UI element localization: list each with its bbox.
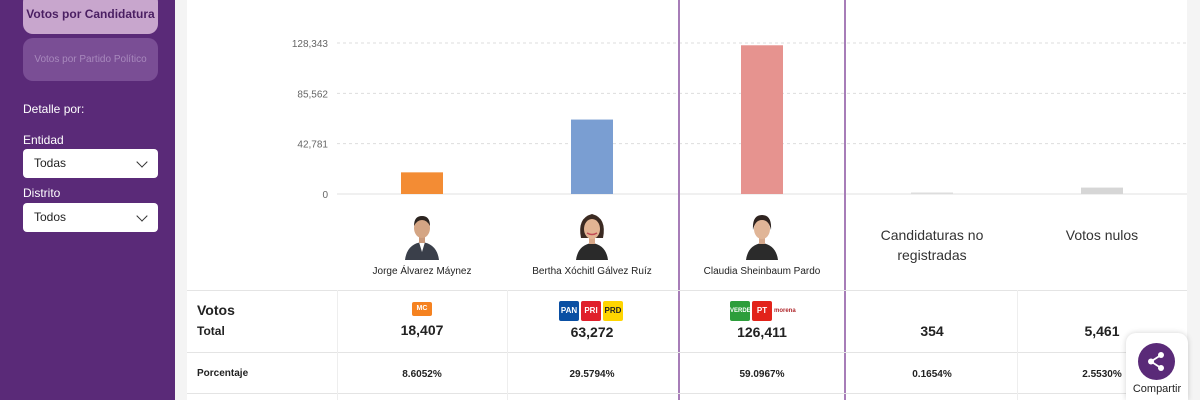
entity-label: Entidad: [23, 133, 64, 147]
votes-bar-chart: 0 42,781 85,562 128,343: [292, 39, 1187, 201]
detail-label: Detalle por:: [23, 102, 85, 116]
sidebar: Votos por Candidatura Votos por Partido …: [0, 0, 175, 400]
coalition-party-logos: VERDE PT morena: [730, 301, 796, 321]
divider: [1017, 290, 1018, 400]
pri-logo: PRI: [581, 301, 601, 321]
entity-select-value: Todas: [34, 156, 67, 170]
alliance-party-logos: PAN PRI PRD: [559, 301, 623, 321]
pan-logo: PAN: [559, 301, 579, 321]
district-select-value: Todos: [34, 210, 67, 224]
vote-percentage: 59.0967%: [739, 369, 785, 380]
mc-party-logo: MC: [412, 302, 432, 322]
vote-percentage: 0.1654%: [912, 369, 952, 380]
y-tick-label: 85,562: [297, 89, 328, 100]
bar[interactable]: [911, 192, 953, 195]
morena-logo: morena: [774, 301, 796, 321]
share-label: Compartir: [1132, 383, 1182, 395]
y-tick-label: 42,781: [297, 140, 328, 151]
results-panel: 0 42,781 85,562 128,343 Jorge Álvarez Máyne…: [187, 0, 1187, 400]
label-line: Candidaturas no: [880, 227, 984, 243]
unregistered-candidacies-label: Candidaturas no registradas: [847, 225, 1017, 265]
candidate-photo: [746, 215, 778, 260]
mc-logo: MC: [412, 302, 432, 316]
candidate-name: Claudia Sheinbaum Pardo: [703, 266, 821, 277]
candidate-name: Jorge Álvarez Máynez: [372, 266, 472, 277]
share-button[interactable]: Compartir: [1126, 333, 1188, 400]
total-row-label: Total: [197, 324, 225, 338]
label-line: registradas: [897, 247, 967, 263]
votes-row-label: Votos: [197, 302, 235, 318]
bar[interactable]: [401, 172, 443, 194]
bar[interactable]: [1081, 187, 1123, 194]
district-label: Distrito: [23, 186, 61, 200]
votes-by-candidacy-button[interactable]: Votos por Candidatura: [23, 0, 158, 34]
vote-total: 126,411: [737, 324, 787, 340]
bar[interactable]: [741, 45, 783, 194]
vote-total: 18,407: [400, 322, 444, 338]
vote-total: 63,272: [570, 324, 614, 340]
y-tick-label: 0: [322, 190, 328, 201]
divider: [187, 352, 1187, 353]
vote-percentage: 29.5794%: [569, 369, 615, 380]
district-select[interactable]: Todos: [23, 203, 158, 232]
vote-total: 5,461: [1084, 323, 1120, 339]
candidate-name: Bertha Xóchitl Gálvez Ruíz: [532, 266, 652, 277]
null-votes-label: Votos nulos: [1065, 227, 1139, 243]
chevron-down-icon: [136, 156, 148, 168]
divider: [187, 290, 1187, 291]
candidate-photo: [405, 216, 439, 260]
divider: [337, 290, 338, 400]
votes-by-party-button[interactable]: Votos por Partido Político: [23, 38, 158, 81]
vote-percentage: 2.5530%: [1082, 369, 1122, 380]
entity-select[interactable]: Todas: [23, 149, 158, 178]
percentage-row-label: Porcentaje: [197, 368, 249, 379]
prd-logo: PRD: [603, 301, 623, 321]
y-tick-label: 128,343: [292, 39, 329, 50]
chevron-down-icon: [136, 210, 148, 222]
divider: [187, 393, 1187, 394]
vote-total: 354: [920, 323, 944, 339]
bar[interactable]: [571, 119, 613, 194]
vote-percentage: 8.6052%: [402, 369, 442, 380]
divider: [507, 290, 508, 400]
pt-logo: PT: [752, 301, 772, 321]
candidate-photo: [576, 214, 608, 260]
verde-logo: VERDE: [730, 301, 751, 321]
share-icon: [1138, 343, 1175, 380]
